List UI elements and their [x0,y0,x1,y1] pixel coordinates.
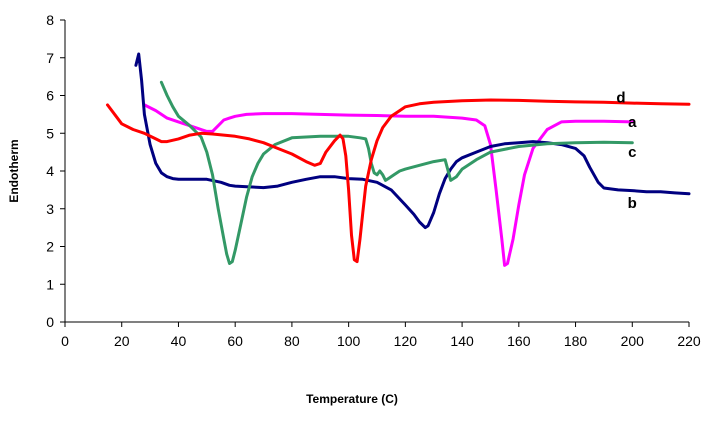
y-tick-label: 5 [46,125,54,141]
series-line-d [106,98,691,264]
x-axis-ticks: 0 20 40 60 80 100 120 140 160 180 200 220 [61,322,701,349]
series-label-d: d [616,89,625,106]
y-tick-label: 2 [46,239,54,255]
series-line-a [142,103,634,267]
x-tick-label: 60 [227,333,243,349]
x-tick-label: 20 [114,333,130,349]
x-tick-label: 0 [61,333,69,349]
x-tick-label: 120 [394,333,418,349]
y-tick-label: 7 [46,50,54,66]
y-tick-label: 4 [46,163,54,179]
y-tick-label: 1 [46,276,54,292]
x-axis-title: Temperature (C) [306,392,398,406]
x-tick-label: 80 [284,333,300,349]
x-tick-label: 180 [564,333,588,349]
series-labels: a b c d [616,89,637,212]
x-tick-label: 220 [677,333,701,349]
series-line-c [159,80,634,265]
x-tick-label: 140 [450,333,474,349]
series-line-b [134,52,691,230]
y-axis-title: Endotherm [7,139,21,202]
series-label-a: a [628,114,637,131]
x-tick-label: 200 [621,333,645,349]
y-tick-label: 3 [46,201,54,217]
y-tick-label: 6 [46,88,54,104]
y-tick-label: 0 [46,314,54,330]
series-label-b: b [628,195,637,212]
series-label-c: c [628,144,636,161]
chart-series [106,52,691,267]
x-tick-label: 160 [507,333,531,349]
x-tick-label: 40 [171,333,187,349]
y-axis-ticks: 0 1 2 3 4 5 6 7 8 [46,12,65,330]
y-tick-label: 8 [46,12,54,28]
x-tick-label: 100 [337,333,361,349]
